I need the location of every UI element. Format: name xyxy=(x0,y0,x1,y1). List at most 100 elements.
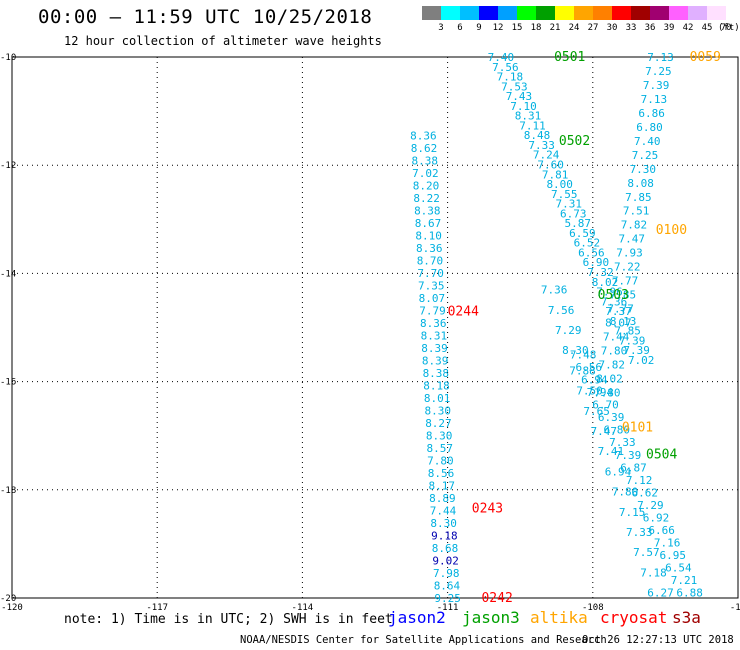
colorbar-swatch xyxy=(593,6,612,20)
swh-value: 7.43 xyxy=(506,90,533,103)
y-tick-label: -20 xyxy=(0,594,16,604)
x-tick-label: -120 xyxy=(1,603,23,613)
swh-value: 7.02 xyxy=(628,354,655,367)
pass-label: 0503 xyxy=(598,288,629,303)
swh-value: 7.18 xyxy=(497,71,524,84)
swh-value: 8.30 xyxy=(426,429,453,442)
y-tick-label: -16 xyxy=(0,378,16,388)
swh-value: 8.67 xyxy=(415,217,442,230)
swh-value: 8.30 xyxy=(430,517,457,530)
swh-value: 7.32 xyxy=(587,266,614,279)
swh-value: 7.65 xyxy=(583,405,610,418)
swh-value: 9.25 xyxy=(434,592,461,605)
footer-credit: NOAA/NESDIS Center for Satellite Applica… xyxy=(240,634,607,646)
swh-value: 8.68 xyxy=(432,542,459,555)
legend-cryosat: cryosat xyxy=(600,608,668,627)
swh-value: 6.80 xyxy=(636,121,663,134)
swh-value: 7.93 xyxy=(616,247,643,260)
swh-value: 7.57 xyxy=(633,546,660,559)
swh-value: 7.12 xyxy=(626,474,653,487)
legend-jason3: jason3 xyxy=(462,608,520,627)
pass-label: 0502 xyxy=(559,134,590,149)
colorbar-swatch xyxy=(479,6,498,20)
swh-value: 8.02 xyxy=(592,276,619,289)
swh-value: 8.07 xyxy=(605,317,632,330)
pass-label: 0100 xyxy=(656,223,687,238)
swh-value: 9.02 xyxy=(432,554,459,567)
colorbar-label: 36 xyxy=(644,23,656,33)
colorbar-swatch xyxy=(650,6,669,20)
colorbar-swatch xyxy=(574,6,593,20)
swh-value: 7.30 xyxy=(630,163,657,176)
swh-value: 8.30 xyxy=(562,344,589,357)
colorbar-label: 42 xyxy=(682,23,694,33)
swh-value: 7.81 xyxy=(542,168,569,181)
footer-note: note: 1) Time is in UTC; 2) SWH is in fe… xyxy=(64,612,393,627)
chart-title: 00:00 — 11:59 UTC 10/25/2018 xyxy=(38,6,373,28)
swh-value: 6.62 xyxy=(632,486,659,499)
swh-value: 7.22 xyxy=(614,261,641,274)
swh-value: 7.77 xyxy=(612,275,639,288)
swh-value: 9.18 xyxy=(431,529,458,542)
swh-value: 8.13 xyxy=(610,315,637,328)
swh-value: 7.44 xyxy=(430,504,457,517)
y-tick-label: -14 xyxy=(0,269,16,279)
swh-value: 7.21 xyxy=(671,574,698,587)
swh-value: 7.36 xyxy=(541,284,568,297)
swh-value: 8.31 xyxy=(421,329,448,342)
colorbar-label: 21 xyxy=(549,23,561,33)
legend-s3a: s3a xyxy=(672,608,701,627)
colorbar-label: 30 xyxy=(606,23,618,33)
swh-value: 7.39 xyxy=(619,334,646,347)
colorbar-swatch xyxy=(441,6,460,20)
swh-value: 6.86 xyxy=(638,107,665,120)
pass-label: 0501 xyxy=(554,50,585,65)
swh-value: 6.92 xyxy=(643,511,670,524)
colorbar-swatch xyxy=(669,6,688,20)
colorbar-swatch xyxy=(688,6,707,20)
pass-label: 0059 xyxy=(690,50,721,65)
chart-subtitle: 12 hour collection of altimeter wave hei… xyxy=(64,34,382,48)
colorbar-swatch xyxy=(422,6,441,20)
swh-value: 7.39 xyxy=(623,344,650,357)
y-tick-label: -10 xyxy=(0,53,16,63)
pass-label: 0243 xyxy=(472,502,503,517)
swh-value: 7.29 xyxy=(555,324,582,337)
swh-value: 7.10 xyxy=(510,100,537,113)
swh-value: 7.02 xyxy=(412,167,439,180)
swh-value: 7.70 xyxy=(417,267,444,280)
colorbar-label: 15 xyxy=(511,23,523,33)
swh-value: 8.01 xyxy=(424,392,451,405)
y-tick-label: -18 xyxy=(0,486,16,496)
legend-altika: altika xyxy=(530,608,588,627)
swh-value: 6.88 xyxy=(676,587,703,600)
swh-value: 8.10 xyxy=(415,229,442,242)
x-tick-label: -10 xyxy=(730,603,740,613)
swh-value: 6.56 xyxy=(578,246,605,259)
swh-value: 8.17 xyxy=(428,479,455,492)
swh-value: 8.64 xyxy=(434,579,461,592)
swh-value: 7.77 xyxy=(607,303,634,316)
x-tick-label: -117 xyxy=(146,603,168,613)
swh-value: 7.96 xyxy=(596,286,623,299)
swh-value: 7.47 xyxy=(618,233,645,246)
swh-value: 7.39 xyxy=(615,449,642,462)
swh-value: 7.53 xyxy=(501,80,528,93)
swh-value: 7.41 xyxy=(598,445,625,458)
swh-value: 8.20 xyxy=(413,179,440,192)
swh-value: 7.24 xyxy=(533,149,560,162)
swh-value: 7.50 xyxy=(576,385,603,398)
colorbar-label: 39 xyxy=(663,23,675,33)
colorbar-swatch xyxy=(460,6,479,20)
colorbar-swatch xyxy=(631,6,650,20)
swh-value: 7.40 xyxy=(488,51,515,64)
swh-value: 7.13 xyxy=(641,93,668,106)
swh-value: 7.80 xyxy=(594,386,621,399)
swh-value: 8.48 xyxy=(524,129,551,142)
swh-value: 7.80 xyxy=(612,486,639,499)
swh-value: 8.36 xyxy=(416,242,443,255)
swh-value: 6.94 xyxy=(581,374,608,387)
swh-value: 8.00 xyxy=(546,178,573,191)
x-tick-label: -114 xyxy=(292,603,314,613)
